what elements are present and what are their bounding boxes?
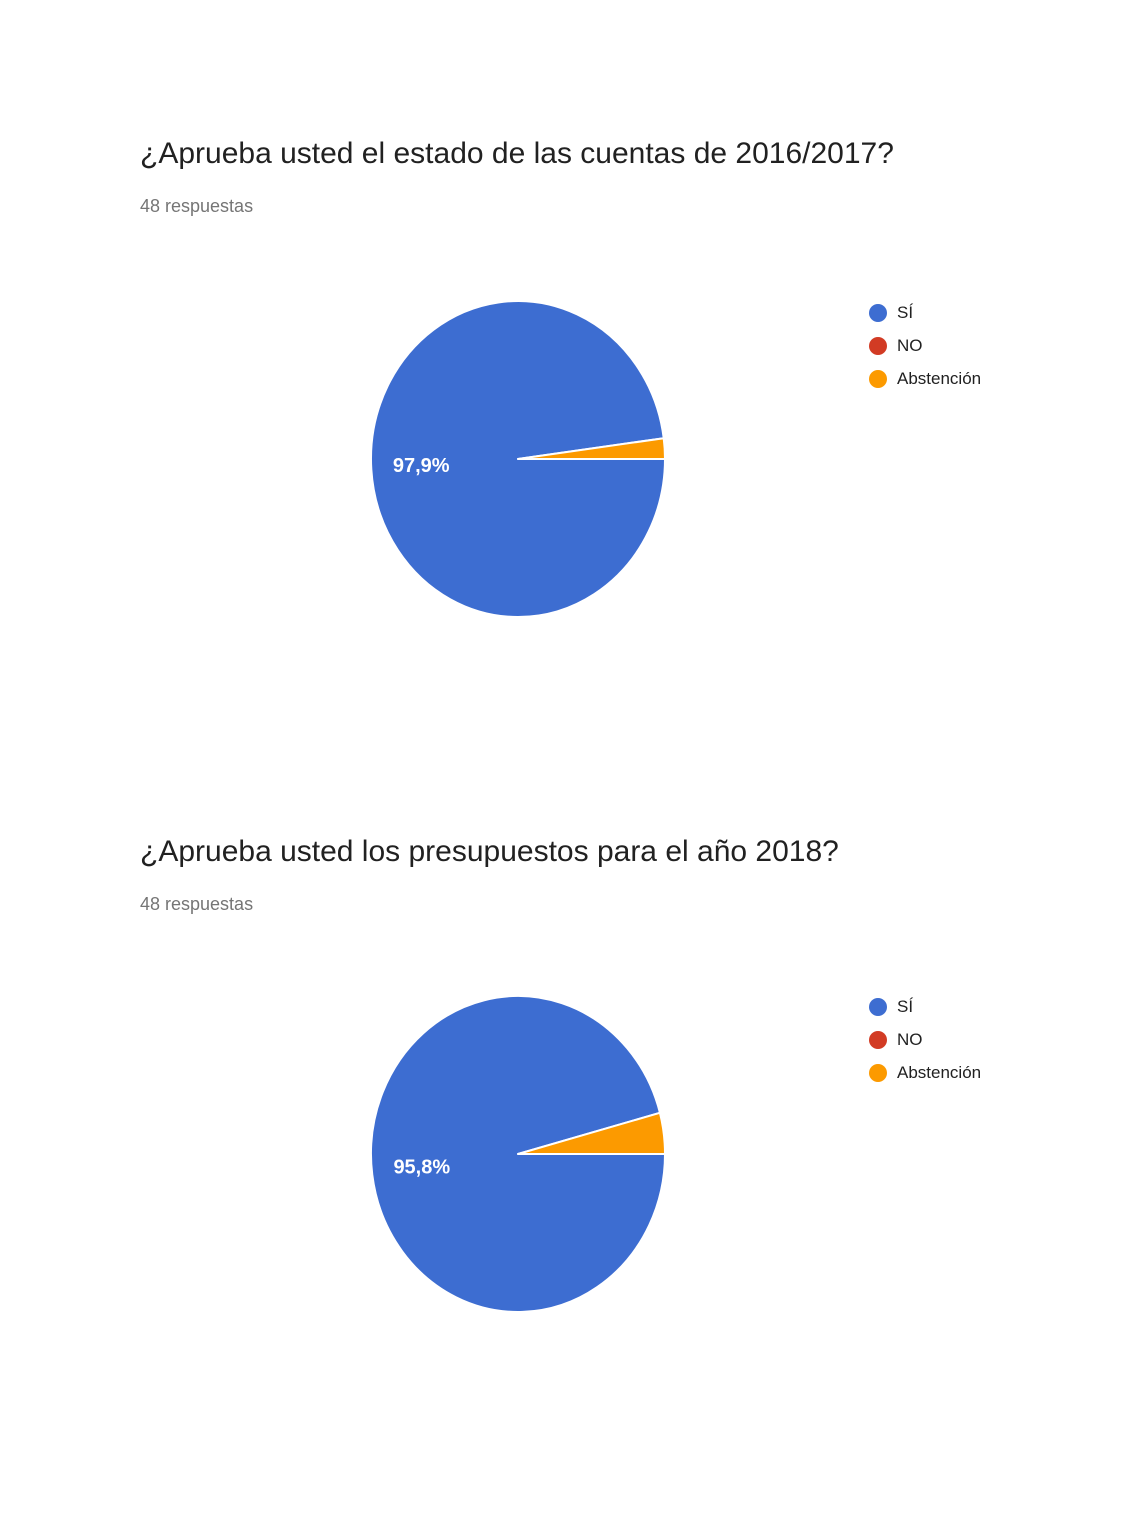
legend: SÍ NO Abstención [869,296,981,395]
legend-label: NO [897,335,923,355]
legend-label: SÍ [897,302,914,322]
legend-item-abstencion: Abstención [869,1056,981,1089]
question-title: ¿Aprueba usted los presupuestos para el … [140,835,839,868]
legend-item-abstencion: Abstención [869,362,981,395]
pie-slice-abstencion [517,1111,666,1155]
legend-label: SÍ [897,996,914,1016]
pie-chart-presupuestos: 95,8% [370,995,666,1313]
legend-swatch-icon [869,1063,887,1082]
pie-chart-cuentas: 97,9% [370,300,666,618]
slice-percent-label: 95,8% [393,1157,450,1179]
legend-item-si: SÍ [869,990,981,1023]
legend-label: NO [897,1029,923,1049]
legend-swatch-icon [869,369,887,388]
legend-swatch-icon [869,1030,887,1049]
response-count: 48 respuestas [140,196,254,216]
legend-swatch-icon [869,303,887,322]
legend-swatch-icon [869,997,887,1016]
legend-label: Abstención [897,1062,982,1082]
response-count: 48 respuestas [140,894,254,914]
slice-percent-label: 97,9% [393,455,450,477]
legend-label: Abstención [897,368,982,388]
legend: SÍ NO Abstención [869,990,981,1089]
legend-swatch-icon [869,336,887,355]
question-title: ¿Aprueba usted el estado de las cuentas … [140,137,894,170]
pie-slice-abstencion [517,437,666,460]
legend-item-no: NO [869,329,981,362]
legend-item-no: NO [869,1023,981,1056]
legend-item-si: SÍ [869,296,981,329]
